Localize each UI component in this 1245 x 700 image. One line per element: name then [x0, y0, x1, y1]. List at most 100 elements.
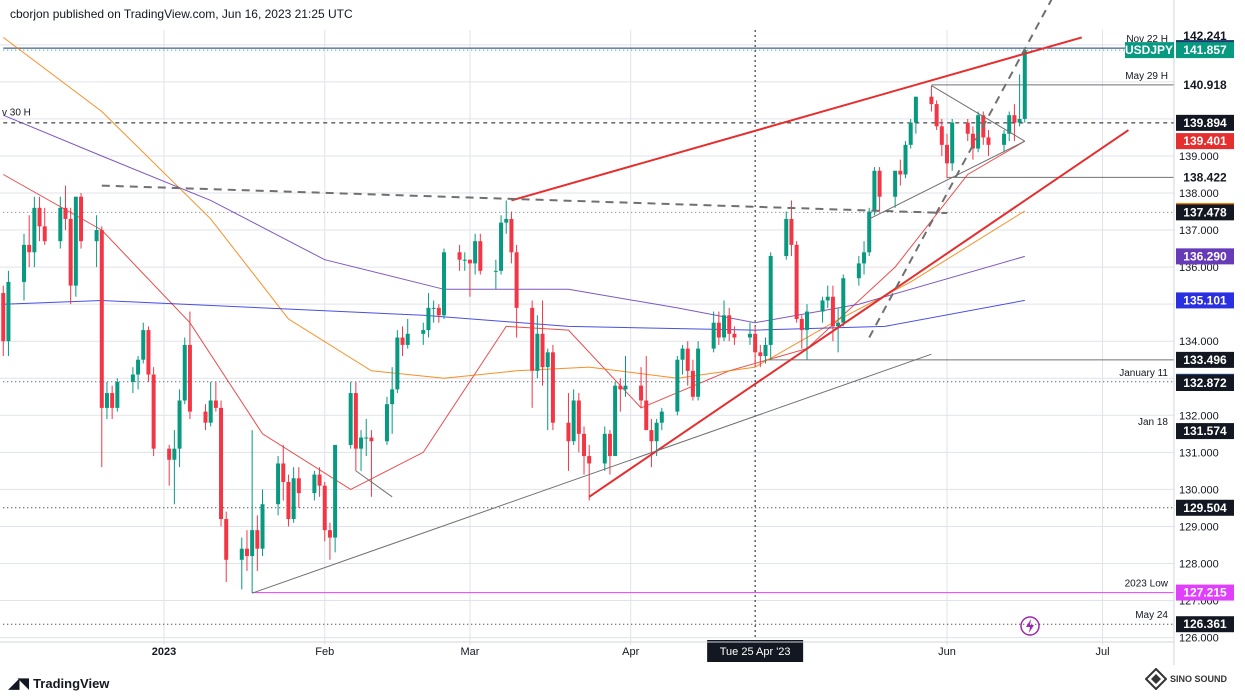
candle-body — [711, 322, 716, 349]
price-label-box — [1176, 351, 1234, 368]
level-note: January 11 — [1119, 368, 1168, 379]
price-label-box — [1176, 27, 1234, 44]
candle-body — [219, 407, 224, 520]
candle-body — [550, 352, 555, 423]
level-note: Jan 18 — [1138, 417, 1168, 428]
candle-body — [758, 352, 763, 357]
price-label-box — [1176, 204, 1234, 221]
candle-body — [348, 393, 353, 445]
price-label: 139.894 — [1183, 116, 1227, 130]
candle-body — [110, 393, 115, 408]
candle-body — [732, 333, 737, 338]
candle-body — [716, 322, 721, 338]
candle-body — [296, 478, 301, 494]
candles — [1, 48, 1027, 594]
candle-body — [1022, 50, 1027, 119]
price-label: 142.241 — [1183, 29, 1227, 43]
price-label-box — [1176, 499, 1234, 516]
candle-body — [789, 218, 794, 245]
candle-body — [976, 115, 981, 149]
candle-body — [104, 393, 109, 408]
grid — [0, 30, 1174, 645]
candle-body — [359, 437, 364, 449]
price-label-box — [1176, 169, 1234, 186]
candle-body — [395, 337, 400, 390]
candle-body — [281, 463, 286, 482]
candle-body — [908, 122, 913, 145]
candle-body — [970, 133, 975, 149]
x-tick-label: 2023 — [152, 646, 176, 658]
candle-body — [224, 519, 229, 560]
candle-body — [276, 463, 281, 505]
candle-body — [291, 478, 296, 520]
y-tick-label: 134.000 — [1179, 336, 1219, 348]
candle-body — [260, 504, 265, 549]
candle-body — [540, 333, 545, 368]
candle-body — [317, 474, 322, 486]
price-label: 126.361 — [1183, 617, 1227, 631]
candle-body — [763, 344, 768, 357]
candle-body — [172, 448, 177, 460]
tradingview-logo[interactable]: ◢◥ TradingView — [8, 674, 109, 692]
candle-body — [856, 263, 861, 279]
candle-body — [654, 422, 659, 442]
candle-body — [872, 170, 877, 212]
price-label: 127.215 — [1183, 586, 1227, 600]
candle-body — [696, 348, 701, 397]
candle-body — [177, 400, 182, 449]
candle-body — [21, 244, 26, 282]
candle-body — [649, 430, 654, 442]
y-tick-label: 128.000 — [1179, 558, 1219, 570]
candle-body — [685, 348, 690, 371]
y-tick-label: 136.000 — [1179, 262, 1219, 274]
candle-body — [747, 333, 752, 338]
price-label-box — [1176, 423, 1234, 440]
symbol-tag: USDJPY — [1125, 43, 1173, 57]
candle-body — [431, 307, 436, 309]
candle-body — [576, 400, 581, 434]
candle-body — [893, 170, 898, 197]
candle-body — [566, 422, 571, 442]
price-label-box — [1176, 374, 1234, 391]
price-label-box — [1176, 292, 1234, 309]
candle-body — [94, 230, 99, 242]
level-note: May 24 — [1135, 610, 1168, 621]
candle-body — [820, 300, 825, 312]
x-tick-label: Apr — [622, 646, 639, 658]
candle-body — [1002, 133, 1007, 145]
candle-body — [499, 222, 504, 271]
candle-body — [613, 385, 618, 457]
candle-body — [602, 433, 607, 464]
candle-body — [929, 96, 934, 105]
candle-body — [130, 374, 135, 382]
candle-body — [587, 456, 592, 464]
candle-body — [327, 530, 332, 538]
candle-body — [680, 348, 685, 360]
candle-body — [623, 385, 628, 390]
candle-body — [1007, 115, 1012, 134]
candle-body — [530, 307, 535, 371]
x-tick-label: Jul — [1096, 646, 1110, 658]
candle-body — [799, 318, 804, 331]
trendline — [868, 0, 1053, 338]
candle-body — [934, 104, 939, 127]
candle-body — [903, 144, 908, 175]
y-tick-label: 129.000 — [1179, 521, 1219, 533]
candle-body — [322, 485, 327, 531]
candle-body — [167, 448, 172, 460]
price-label: 131.574 — [1183, 424, 1227, 438]
candle-body — [877, 170, 882, 197]
candle-body — [462, 259, 467, 261]
price-label: 137.478 — [1183, 205, 1227, 219]
y-tick-label: 126.000 — [1179, 633, 1219, 645]
y-tick-label: 137.000 — [1179, 225, 1219, 237]
candle-body — [950, 122, 955, 164]
level-notes: Nov 22 H May 29 H January 11 Jan 18 2023 Low… — [2, 34, 1169, 621]
candle-body — [63, 207, 68, 219]
candle-body — [784, 218, 789, 256]
price-label-box — [1176, 616, 1234, 633]
candle-body — [73, 196, 78, 286]
y-tick-label: 139.000 — [1179, 151, 1219, 163]
event-icon — [1020, 616, 1040, 636]
